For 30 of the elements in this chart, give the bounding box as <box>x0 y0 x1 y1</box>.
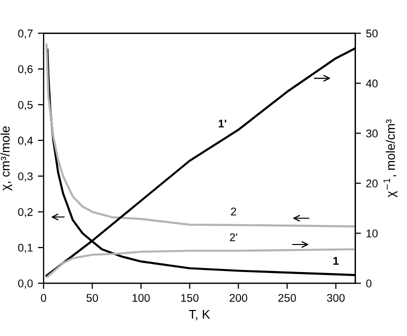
y2-tick-label: 0 <box>366 280 372 288</box>
y-tick-label: 0,6 <box>18 65 33 74</box>
y2-tick-label: 10 <box>366 230 378 238</box>
y2-axis-title: χ$^{−1}$, mole/cm³ <box>384 119 398 198</box>
series-label: 2 <box>231 208 236 216</box>
x-tick-label: 100 <box>132 294 150 302</box>
x-axis-title: T, K <box>188 310 210 320</box>
x-tick-label: 150 <box>181 294 199 302</box>
y2-tick-label: 50 <box>366 30 378 38</box>
series-label: 1 <box>333 257 339 265</box>
x-tick-label: 300 <box>326 294 345 302</box>
series-label: 1ʹ <box>218 120 226 128</box>
x-tick-label: 250 <box>278 294 296 302</box>
y-tick-label: 0,4 <box>18 136 33 146</box>
y-tick-label: 0,3 <box>18 172 33 182</box>
y-tick-label: 0,7 <box>18 30 33 39</box>
y-tick-label: 0,5 <box>18 100 33 110</box>
y-tick-label: 0,0 <box>18 280 33 289</box>
line-series <box>46 248 356 278</box>
x-tick-label: 50 <box>86 294 98 302</box>
y-tick-label: 0,2 <box>18 208 33 218</box>
y-tick-label: 0,1 <box>18 244 33 253</box>
x-tick-label: 0 <box>40 294 46 302</box>
line-series <box>45 44 356 228</box>
y2-tick-label: 40 <box>366 80 378 88</box>
y-axis-title: χ, cm³/mole <box>0 126 12 191</box>
series-label: 2ʹ <box>230 233 238 242</box>
y2-tick-label: 20 <box>366 180 378 188</box>
x-tick-label: 200 <box>230 294 248 302</box>
y2-tick-label: 30 <box>366 130 378 138</box>
